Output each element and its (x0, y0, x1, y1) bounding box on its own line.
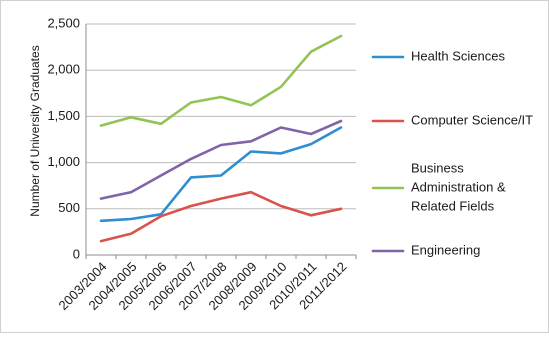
series-line (99, 34, 343, 127)
legend-label: Health Sciences (411, 48, 505, 63)
legend-label: Related Fields (411, 198, 495, 213)
y-tick-label: 1,000 (47, 154, 80, 169)
series-line (99, 126, 343, 223)
y-tick-label: 500 (58, 200, 80, 215)
axes (85, 24, 357, 259)
y-tick-label: 2,500 (47, 15, 80, 30)
y-tick-label: 2,000 (47, 62, 80, 77)
series-line (99, 190, 343, 243)
gridlines (86, 23, 356, 210)
series-lines (99, 34, 343, 243)
y-tick-label: 1,500 (47, 108, 80, 123)
y-axis-title: Number of University Graduates (28, 45, 42, 216)
series-line (99, 119, 343, 200)
y-tick-label: 0 (73, 246, 80, 261)
legend: Health Sciences Computer Science/IT Busine… (371, 48, 533, 257)
legend-label: Computer Science/IT (411, 112, 533, 127)
line-chart: 05001,0001,5002,0002,5002003/20042004/20… (28, 15, 533, 313)
legend-label: Business (411, 160, 464, 175)
legend-label: Engineering (411, 242, 480, 257)
legend-label: Administration & (411, 179, 506, 194)
